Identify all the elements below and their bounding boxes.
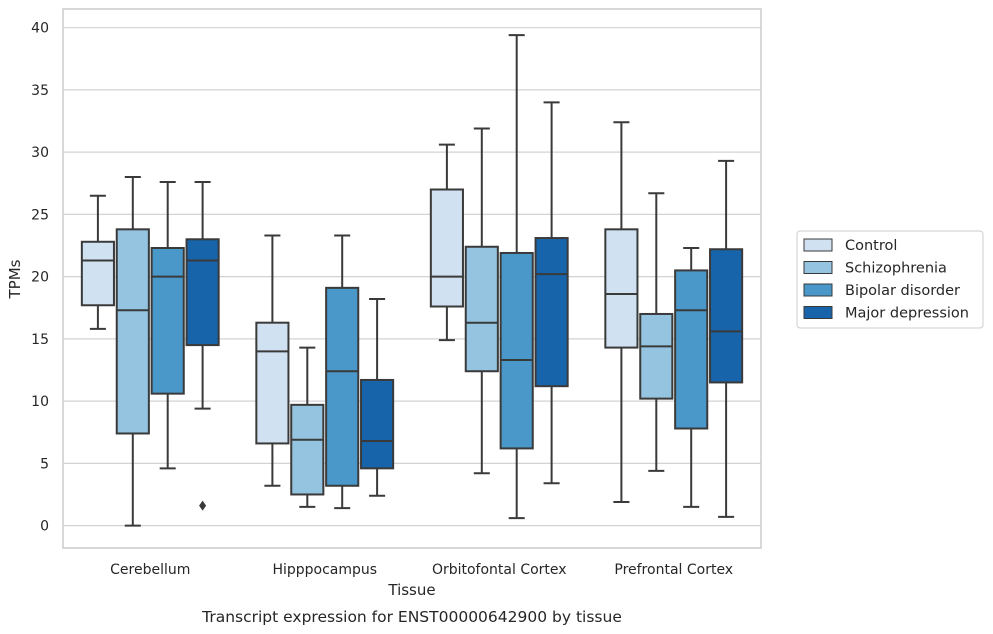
box-iqr — [639, 312, 674, 400]
box-plot — [639, 192, 674, 472]
y-tick-label: 30 — [31, 145, 49, 161]
y-tick-label: 25 — [31, 207, 49, 223]
box-plot — [464, 127, 499, 475]
box-plot — [115, 176, 150, 527]
box-iqr — [709, 248, 744, 384]
y-axis-title: TPMs — [6, 259, 24, 299]
x-tick-label: Orbitofontal Cortex — [432, 562, 567, 578]
box-iqr — [429, 188, 464, 308]
y-tick-labels: 0 5 10 15 20 25 30 35 40 — [31, 21, 49, 535]
box-iqr — [499, 251, 534, 450]
legend-label: Control — [845, 238, 897, 254]
x-tick-label: Prefrontal Cortex — [614, 562, 733, 578]
box-plot — [150, 181, 185, 470]
legend-label: Major depression — [845, 306, 969, 322]
box-iqr — [674, 269, 709, 430]
box-iqr — [80, 240, 115, 307]
box-plot — [499, 34, 534, 520]
chart-caption: Transcript expression for ENST0000064290… — [201, 608, 622, 626]
y-tick-label: 20 — [31, 270, 49, 286]
legend: Control Schizophrenia Bipolar disorder Majo… — [796, 230, 984, 329]
y-tick-label: 15 — [31, 332, 49, 348]
box-plot — [360, 298, 395, 497]
box-plot — [709, 159, 744, 518]
legend-swatch — [803, 261, 833, 274]
legend-swatch — [803, 306, 833, 319]
box-plot — [534, 101, 569, 485]
x-axis-title: Tissue — [387, 581, 435, 599]
box-plot — [604, 121, 639, 503]
box-iqr — [360, 378, 395, 470]
legend-label: Schizophrenia — [845, 261, 947, 277]
plot-frame — [62, 8, 762, 549]
box-iqr — [534, 237, 569, 388]
box-iqr — [325, 286, 360, 487]
legend-swatch — [803, 283, 833, 297]
box-plot — [325, 234, 360, 510]
y-tick-label: 10 — [31, 394, 49, 410]
box-plot — [255, 234, 290, 487]
legend-frame — [796, 230, 984, 329]
box-iqr — [464, 245, 499, 373]
x-tick-label: Cerebellum — [110, 562, 190, 578]
box-plot — [185, 181, 220, 511]
legend-swatch — [803, 238, 833, 252]
box-plot — [80, 194, 115, 330]
outlier-point — [199, 500, 207, 511]
box-iqr — [604, 228, 639, 349]
box-plot — [429, 143, 464, 342]
box-iqr — [290, 403, 325, 496]
y-tick-label: 40 — [31, 21, 49, 37]
box-plots — [80, 34, 744, 527]
y-tick-label: 35 — [31, 83, 49, 99]
x-tick-label: Hipppocampus — [272, 562, 377, 578]
x-tick-labels: Cerebellum Hipppocampus Orbitofontal Corte… — [110, 562, 733, 578]
legend-label: Bipolar disorder — [845, 283, 960, 299]
box-plot — [674, 247, 709, 508]
y-tick-label: 0 — [40, 519, 49, 535]
box-iqr — [255, 321, 290, 445]
box-iqr — [185, 238, 220, 347]
box-iqr — [150, 247, 185, 395]
y-tick-label: 5 — [40, 456, 49, 472]
box-plot — [290, 346, 325, 508]
box-iqr — [115, 228, 150, 435]
